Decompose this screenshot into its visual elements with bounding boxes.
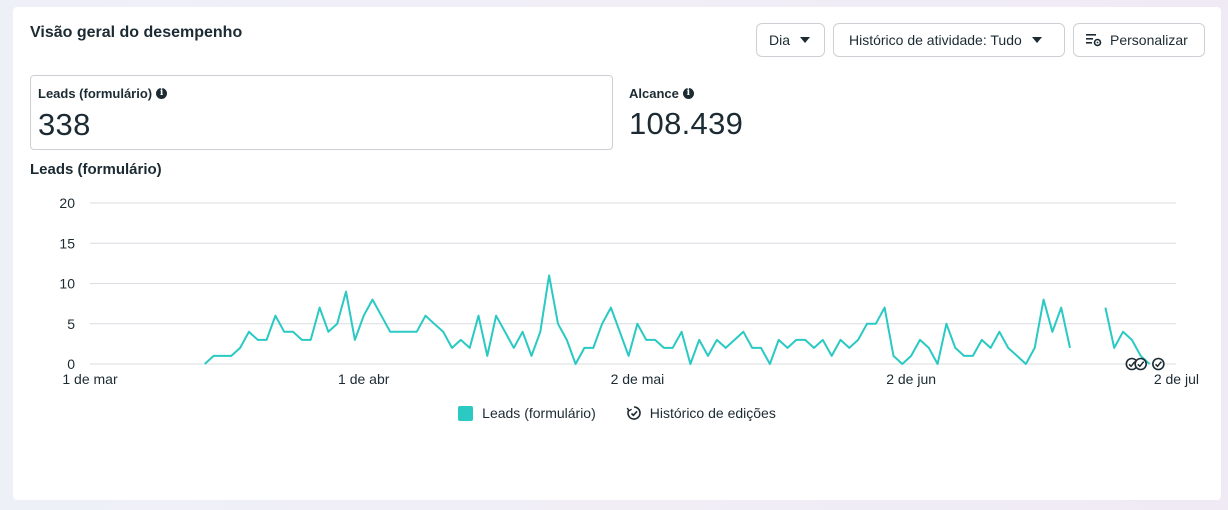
x-tick-label: 2 de jul <box>1154 371 1199 387</box>
legend-item-leads[interactable]: Leads (formulário) <box>458 405 596 421</box>
series-line-leads <box>204 274 1071 365</box>
metric-card-leads[interactable]: Leads (formulário) i 338 <box>30 75 613 150</box>
performance-overview-card: Visão geral do desempenho Dia Histórico … <box>13 7 1221 500</box>
chart-title: Leads (formulário) <box>30 161 162 178</box>
metric-label-leads: Leads (formulário) i <box>38 86 168 101</box>
metric-label-reach-text: Alcance <box>629 86 679 101</box>
x-tick-label: 1 de mar <box>62 371 118 387</box>
metric-label-reach: Alcance i <box>629 86 694 101</box>
legend-item-edit-history[interactable]: Histórico de edições <box>626 405 776 421</box>
info-icon[interactable]: i <box>156 88 168 99</box>
leads-line-chart: 0 5 10 15 20 1 de mar 1 de abr 2 de mai 2 de jun… <box>59 195 1199 387</box>
x-tick-label: 2 de mai <box>611 371 665 387</box>
legend-label-leads: Leads (formulário) <box>482 405 596 421</box>
period-dropdown-label: Dia <box>769 32 791 48</box>
customize-button[interactable]: Personalizar <box>1073 23 1205 57</box>
activity-history-label: Histórico de atividade: Tudo <box>849 32 1022 48</box>
card-title: Visão geral do desempenho <box>30 24 243 41</box>
chevron-down-icon <box>1031 37 1042 43</box>
legend-label-edit-history: Histórico de edições <box>649 405 776 421</box>
chart-legend: Leads (formulário) Histórico de edições <box>13 405 1221 421</box>
metric-value-reach: 108.439 <box>629 106 744 141</box>
x-tick-label: 1 de abr <box>338 371 390 387</box>
metric-value-leads: 338 <box>38 107 91 142</box>
edit-history-icon <box>626 406 641 420</box>
legend-swatch-leads <box>458 405 474 421</box>
chevron-down-icon <box>800 37 811 43</box>
customize-button-label: Personalizar <box>1110 32 1188 48</box>
x-tick-label: 2 de jun <box>886 371 936 387</box>
period-dropdown[interactable]: Dia <box>756 23 825 57</box>
edit-history-marker[interactable] <box>1134 357 1147 371</box>
y-tick-label: 0 <box>67 356 75 372</box>
customize-settings-icon <box>1086 34 1102 47</box>
y-tick-label: 15 <box>59 235 75 251</box>
y-tick-label: 10 <box>59 276 75 292</box>
edit-history-marker[interactable] <box>1152 357 1165 371</box>
y-tick-label: 20 <box>59 195 75 211</box>
metric-label-leads-text: Leads (formulário) <box>38 86 153 101</box>
series-line-leads <box>1104 307 1151 365</box>
activity-history-dropdown[interactable]: Histórico de atividade: Tudo <box>833 23 1065 57</box>
y-tick-label: 5 <box>67 316 75 332</box>
info-icon[interactable]: i <box>682 88 694 99</box>
